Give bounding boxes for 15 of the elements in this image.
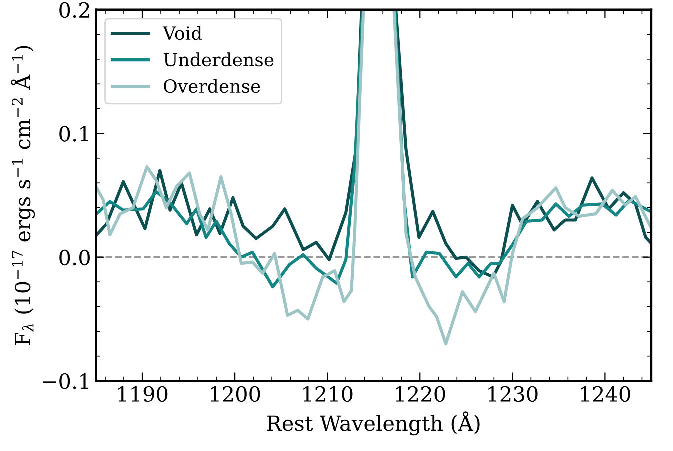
x-axis-title: Rest Wavelength (Å) xyxy=(267,412,480,436)
x-tick-label: 1230 xyxy=(488,386,538,402)
y-tick-label: −0.1 xyxy=(42,374,88,390)
y-tick-label: 0.2 xyxy=(60,2,90,18)
legend-label: Void xyxy=(162,26,202,40)
x-tick-label: 1240 xyxy=(581,386,630,402)
x-tick-label: 1220 xyxy=(396,386,446,402)
y-tick-label: 0.1 xyxy=(60,126,88,142)
y-tick-label: 0.0 xyxy=(60,250,90,266)
legend-label: Overdense xyxy=(164,79,260,94)
legend-label: Underdense xyxy=(164,52,274,67)
x-tick-label: 1210 xyxy=(304,386,353,402)
text: F$_{λ}$ (10$^{−17}$ ergs s$^{−1}$ cm$^{−2}$ Å$^{−1}$) xyxy=(11,46,36,346)
x-tick-label: 1200 xyxy=(211,386,260,402)
x-tick-label: 1190 xyxy=(118,386,168,402)
